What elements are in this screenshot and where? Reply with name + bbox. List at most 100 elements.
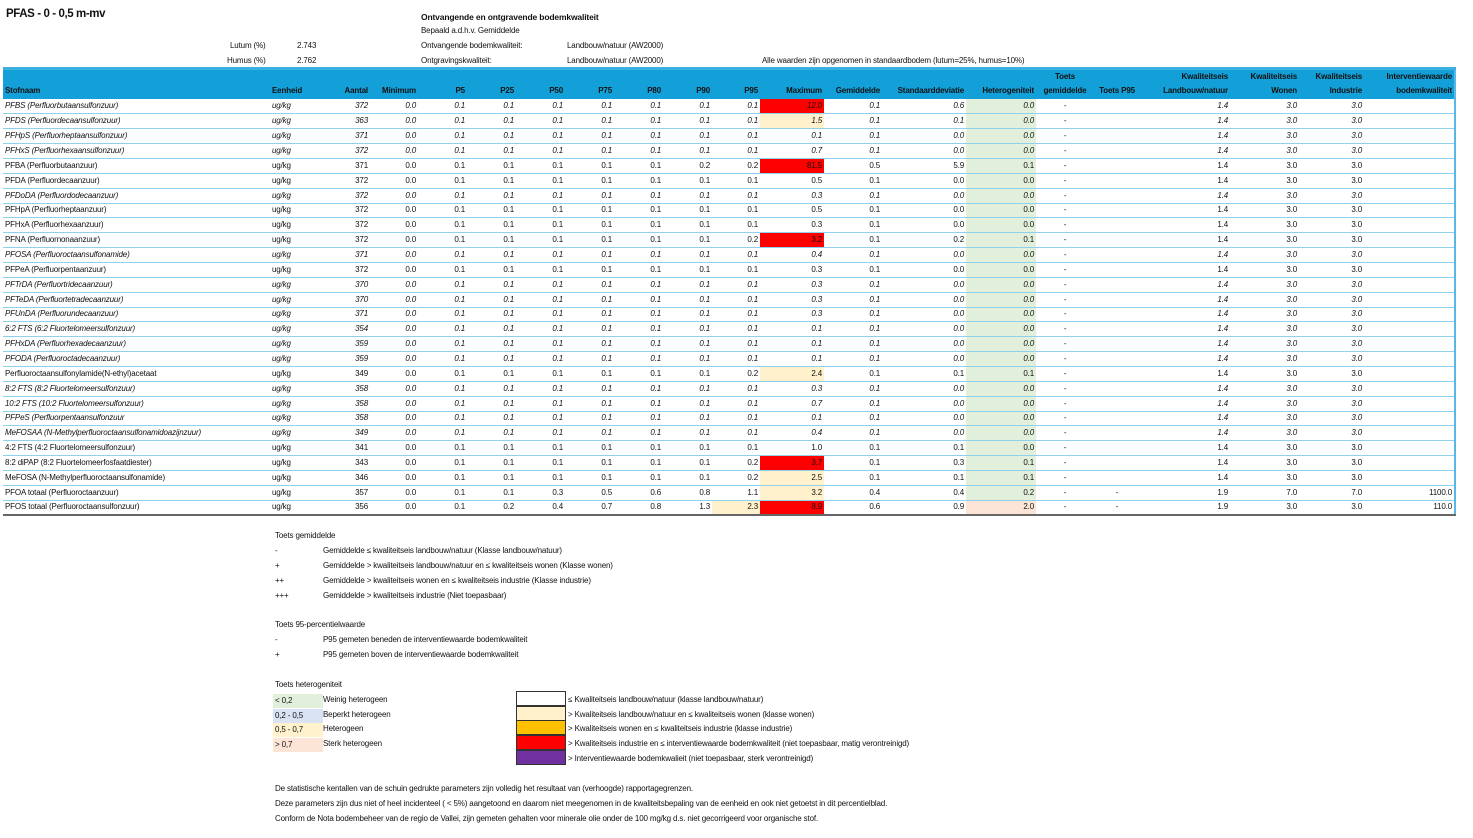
table-cell: 0.1 xyxy=(418,99,467,115)
table-cell xyxy=(1094,99,1140,115)
table-cell: ug/kg xyxy=(270,188,330,204)
table-cell: 0.1 xyxy=(467,336,516,353)
table-cell: 0.1 xyxy=(614,262,663,278)
table-cell: 0.1 xyxy=(467,173,516,189)
table-cell: 341 xyxy=(330,440,370,457)
table-cell: 0.0 xyxy=(966,173,1036,189)
table-cell: 0.0 xyxy=(370,247,418,263)
table-cell: 3.0 xyxy=(1299,440,1364,457)
table-cell: 0.1 xyxy=(467,292,516,308)
column-header[interactable]: Kwaliteitseis Wonen xyxy=(1230,67,1299,99)
column-header[interactable]: P75 xyxy=(565,67,614,99)
table-cell: 0.0 xyxy=(966,188,1036,204)
column-header[interactable]: P80 xyxy=(614,67,663,99)
table-cell: PFHxDA (Perfluorhexadecaanzuur) xyxy=(3,336,270,353)
table-row: MeFOSAA (N-Methylperfluoroctaansulfonami… xyxy=(3,425,1455,442)
table-cell: 0.0 xyxy=(966,277,1036,293)
table-cell xyxy=(1364,113,1455,130)
table-cell: 3.0 xyxy=(1299,247,1364,263)
table-cell: 1.4 xyxy=(1140,455,1230,471)
table-cell: 0.1 xyxy=(760,128,824,145)
table-cell xyxy=(1364,440,1455,457)
column-header[interactable]: Kwaliteitseis Landbouw/natuur xyxy=(1140,67,1230,99)
table-cell: ug/kg xyxy=(270,203,330,219)
table-cell: PFTrDA (Perfluortridecaanzuur) xyxy=(3,277,270,293)
table-cell: 0.1 xyxy=(418,425,467,442)
table-cell: 0.1 xyxy=(516,99,565,115)
table-cell: 0.0 xyxy=(882,292,966,308)
table-cell xyxy=(1094,188,1140,204)
legend-text: Weinig heterogeen xyxy=(323,695,388,704)
table-cell: 0.1 xyxy=(418,217,467,234)
table-row: PFHxA (Perfluorhexaanzuur) ug/kg 372 0.0 0.1… xyxy=(3,217,1455,234)
table-cell: 0.0 xyxy=(882,262,966,278)
table-cell: 1.4 xyxy=(1140,188,1230,204)
column-header[interactable]: Maximum xyxy=(760,67,824,99)
table-cell: 0.1 xyxy=(712,307,760,323)
table-cell: 3.0 xyxy=(1230,366,1299,382)
table-cell: 0.1 xyxy=(882,470,966,486)
table-cell: 370 xyxy=(330,292,370,308)
table-cell: 1.1 xyxy=(712,485,760,501)
table-cell: 3.0 xyxy=(1230,351,1299,367)
column-header[interactable]: P90 xyxy=(663,67,712,99)
column-header-line2: Aantal xyxy=(344,86,368,95)
table-cell: 370 xyxy=(330,277,370,293)
column-header-line2: Minimum xyxy=(381,86,416,95)
table-cell: 0.1 xyxy=(565,321,614,338)
column-header[interactable]: Toets gemiddelde xyxy=(1036,67,1094,99)
table-cell: 0.1 xyxy=(663,188,712,204)
table-cell: 0.1 xyxy=(966,470,1036,486)
table-cell: 0.2 xyxy=(712,366,760,382)
table-cell: 0.1 xyxy=(663,292,712,308)
column-header[interactable]: Kwaliteitseis Industrie xyxy=(1299,67,1364,99)
legend-text: Sterk heterogeen xyxy=(323,739,382,749)
table-cell: 1.4 xyxy=(1140,99,1230,115)
column-header[interactable]: Interventiewaarde bodemkwaliteit xyxy=(1364,67,1455,99)
class-color-swatch xyxy=(516,749,566,765)
table-cell: 0.0 xyxy=(882,188,966,204)
table-cell: 0.0 xyxy=(966,351,1036,367)
table-cell: 3.0 xyxy=(1299,173,1364,189)
table-cell: 0.0 xyxy=(370,188,418,204)
table-cell: PFDA (Perfluordecaanzuur) xyxy=(3,173,270,189)
table-cell: 0.1 xyxy=(418,277,467,293)
column-header[interactable]: P25 xyxy=(467,67,516,99)
table-cell: 0.1 xyxy=(467,440,516,457)
table-cell: 3.0 xyxy=(1230,411,1299,427)
column-header[interactable]: Gemiddelde xyxy=(824,67,882,99)
table-cell: 0.1 xyxy=(467,203,516,219)
table-cell xyxy=(1364,143,1455,159)
column-header[interactable]: Toets P95 xyxy=(1094,67,1140,99)
column-header[interactable]: P50 xyxy=(516,67,565,99)
column-header-line2: Gemiddelde xyxy=(835,86,880,95)
table-cell: 0.1 xyxy=(614,321,663,338)
table-cell: 0.1 xyxy=(467,143,516,159)
table-cell: 0.4 xyxy=(516,500,565,516)
column-header[interactable]: P5 xyxy=(418,67,467,99)
table-cell: 358 xyxy=(330,411,370,427)
table-cell: 371 xyxy=(330,158,370,174)
table-cell: 0.0 xyxy=(882,411,966,427)
column-header[interactable]: Heterogeniteit xyxy=(966,67,1036,99)
column-header[interactable]: Aantal xyxy=(330,67,370,99)
table-cell: 0.1 xyxy=(712,292,760,308)
table-cell: 3.0 xyxy=(1299,470,1364,486)
table-cell: 0.1 xyxy=(824,455,882,471)
column-header[interactable]: Stofnaam xyxy=(3,67,270,99)
column-header[interactable]: P95 xyxy=(712,67,760,99)
table-cell: 1.4 xyxy=(1140,411,1230,427)
column-header[interactable]: Minimum xyxy=(370,67,418,99)
column-header[interactable]: Eenheid xyxy=(270,67,330,99)
table-cell: 349 xyxy=(330,425,370,442)
lutum-value: 2.743 xyxy=(297,41,317,50)
table-cell: 3.0 xyxy=(1299,396,1364,412)
table-cell: 0.1 xyxy=(516,307,565,323)
table-cell: ug/kg xyxy=(270,247,330,263)
table-cell: ug/kg xyxy=(270,440,330,457)
table-cell: 343 xyxy=(330,455,370,471)
table-cell: 0.1 xyxy=(663,425,712,442)
column-header[interactable]: Standaarddeviatie xyxy=(882,67,966,99)
table-cell: 0.1 xyxy=(467,381,516,397)
table-cell: 0.1 xyxy=(565,292,614,308)
